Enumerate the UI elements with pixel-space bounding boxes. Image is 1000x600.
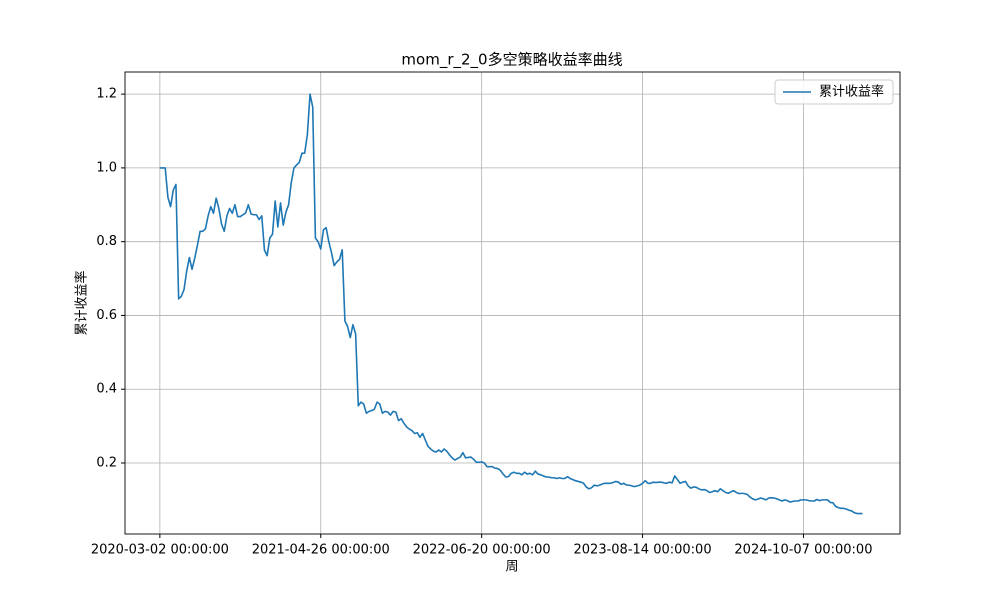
y-tick-label: 0.6 [96, 308, 117, 323]
x-tick-label: 2024-10-07 00:00:00 [734, 543, 872, 558]
y-tick-label: 1.2 [96, 87, 117, 102]
legend-box [774, 79, 894, 105]
y-axis-label: 累计收益率 [74, 270, 90, 335]
y-tick-label: 1.0 [96, 160, 117, 175]
x-tick-label: 2021-04-26 00:00:00 [252, 543, 390, 558]
legend-label: 累计收益率 [819, 84, 884, 100]
x-axis-label: 周 [505, 560, 518, 575]
chart-title: mom_r_2_0多空策略收益率曲线 [401, 51, 622, 70]
x-tick-label: 2020-03-02 00:00:00 [91, 543, 229, 558]
line-series [159, 93, 863, 515]
y-tick-label: 0.4 [96, 382, 117, 397]
x-tick-label: 2022-06-20 00:00:00 [413, 543, 551, 558]
axes-frame [124, 71, 901, 535]
y-tick-label: 0.8 [96, 234, 117, 249]
x-tick-label: 2023-08-14 00:00:00 [574, 543, 712, 558]
y-tick-label: 0.2 [96, 455, 117, 470]
